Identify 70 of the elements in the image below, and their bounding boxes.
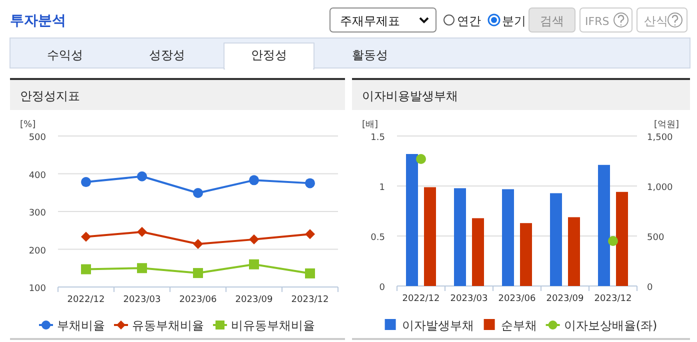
x-tick-label: 2022/12 — [402, 294, 440, 304]
bar — [406, 154, 418, 286]
legend-label: 비유동부채비율 — [231, 318, 315, 332]
point — [81, 264, 91, 274]
x-tick-label: 2023/06 — [179, 295, 217, 305]
y-tick-label: 400 — [28, 170, 46, 181]
text: 투자분석 — [10, 13, 66, 29]
legend-label: 이자발생부채 — [402, 318, 474, 332]
x-tick-label: 2023/12 — [594, 294, 632, 304]
text: 분기 — [502, 14, 526, 28]
y-tick-label: 0 — [379, 283, 386, 293]
legend-label: 부채비율 — [57, 318, 105, 332]
text: 안정성 — [251, 48, 287, 62]
y-tick-label: 500 — [28, 133, 46, 143]
legend-label: 이자보상배율(좌) — [564, 318, 658, 332]
y2-tick-label: 0 — [647, 283, 653, 293]
x-tick-label: 2023/06 — [498, 294, 536, 304]
y-tick-label: 1.5 — [370, 133, 385, 143]
point — [305, 229, 315, 240]
y2-tick-label: 1,000 — [647, 183, 674, 193]
point — [193, 238, 203, 249]
y2-tick-label: 500 — [647, 233, 664, 243]
point — [193, 268, 203, 278]
legend-label: 순부채 — [500, 318, 537, 332]
y2-tick-label: 1,500 — [647, 133, 674, 143]
point — [193, 188, 203, 198]
y-tick-label: 0.5 — [370, 233, 385, 243]
bar — [472, 218, 484, 286]
y2-axis-title: [억원] — [654, 120, 680, 130]
bar — [550, 193, 562, 286]
x-tick-label: 2023/03 — [123, 295, 161, 305]
x-tick-label: 2023/09 — [235, 295, 273, 305]
y-axis-title: [%] — [20, 120, 36, 130]
point — [81, 232, 91, 242]
text: 연간 — [457, 14, 481, 28]
bar — [568, 217, 580, 286]
point — [249, 259, 259, 270]
text: 활동성 — [352, 48, 388, 62]
x-tick-label: 2023/09 — [546, 294, 584, 304]
y-tick-label: 1 — [379, 183, 385, 193]
text: 검색 — [540, 14, 564, 28]
point — [137, 263, 147, 274]
text: IFRS — [585, 15, 610, 28]
point — [249, 175, 259, 186]
chart-title: 이자비용발생부채 — [362, 89, 458, 103]
bar — [616, 192, 628, 286]
point — [137, 226, 147, 237]
point — [137, 171, 147, 182]
text: 주재무제표 — [340, 14, 400, 28]
point — [305, 268, 315, 278]
x-tick-label: 2022/12 — [67, 295, 105, 305]
text: 산식 — [644, 14, 668, 28]
chart-title: 안정성지표 — [20, 89, 80, 103]
point — [305, 178, 315, 188]
legend-label: 유동부채비율 — [132, 318, 204, 332]
x-tick-label: 2023/12 — [291, 295, 329, 305]
point — [81, 177, 91, 188]
bar — [454, 188, 466, 286]
x-tick-label: 2023/03 — [450, 294, 488, 304]
y-tick-label: 200 — [28, 246, 46, 256]
text: 수익성 — [47, 48, 83, 62]
y-axis-title: [배] — [362, 120, 378, 130]
bar — [520, 223, 532, 286]
y-tick-label: 300 — [28, 208, 46, 218]
point — [249, 234, 259, 244]
bar — [502, 189, 514, 286]
y-tick-label: 100 — [28, 284, 46, 294]
text: 성장성 — [149, 48, 185, 62]
bar — [598, 164, 610, 286]
bar — [424, 187, 436, 286]
